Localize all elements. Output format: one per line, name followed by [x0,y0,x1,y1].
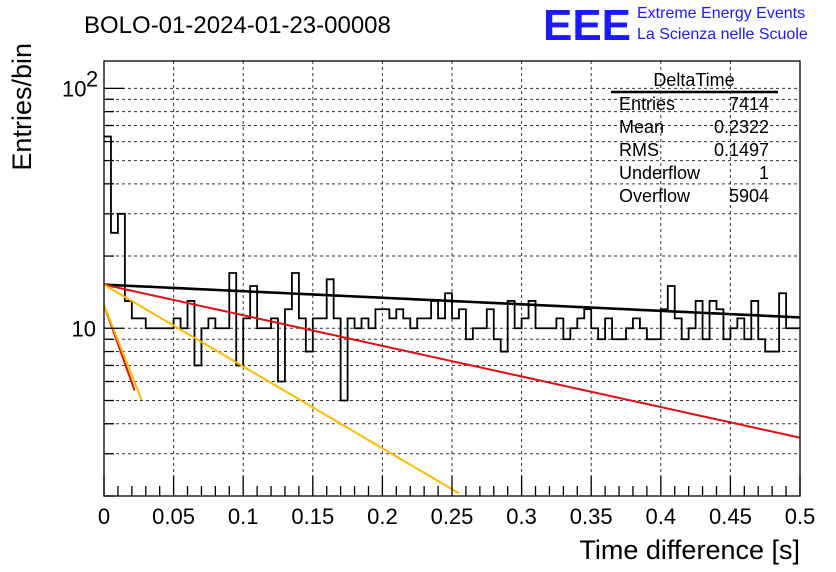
y-tick-label-exponent: 2 [86,66,98,91]
axis-ticks [103,87,801,497]
eee-logo: EEE Extreme Energy Events La Scienza nel… [543,1,808,50]
x-tick-label: 0.15 [291,504,334,529]
logo-line2: La Scienza nelle Scuole [637,26,808,43]
histogram-steps [104,135,800,402]
stats-value: 7414 [729,94,769,114]
y-tick-label: 10 [62,76,86,101]
y-axis-title: Entries/bin [7,43,37,171]
stats-label: Overflow [619,186,691,206]
stats-value: 1 [759,163,769,183]
x-tick-label: 0 [98,504,110,529]
stats-box: DeltaTime Entries 7414 Mean 0.2322 RMS 0.1497… [611,70,778,206]
y-tick-label: 10 [72,316,96,341]
chart-title: BOLO-01-2024-01-23-00008 [84,12,391,39]
x-tick-labels: 0 0.05 0.1 0.15 0.2 0.25 0.3 0.35 0.4 0.45 0.5 [98,504,815,529]
x-tick-label: 0.2 [367,504,398,529]
fit-curve-5 [103,304,143,401]
logo-mark: EEE [543,1,631,50]
fit-curves [103,283,801,495]
fit-curve-1 [103,283,801,319]
stats-label: Mean [619,117,664,137]
x-axis-title: Time difference [s] [579,535,800,565]
x-tick-label: 0.3 [506,504,537,529]
x-tick-label: 0.4 [646,504,677,529]
x-tick-label: 0.35 [570,504,613,529]
stats-title: DeltaTime [653,70,734,90]
stats-label: Entries [619,94,675,114]
stats-value: 0.1497 [714,140,769,160]
x-tick-label: 0.05 [152,504,195,529]
x-tick-label: 0.5 [785,504,816,529]
logo-line1: Extreme Energy Events [637,5,805,22]
stats-label: RMS [619,140,659,160]
fit-curve-3 [103,283,460,495]
histogram-outline [104,135,800,402]
x-tick-label: 0.1 [228,504,259,529]
stats-value: 5904 [729,186,769,206]
x-tick-label: 0.45 [709,504,752,529]
stats-label: Underflow [619,163,701,183]
grid-lines [104,61,800,497]
stats-value: 0.2322 [714,117,769,137]
fit-curve-2 [103,283,801,439]
x-tick-label: 0.25 [431,504,474,529]
